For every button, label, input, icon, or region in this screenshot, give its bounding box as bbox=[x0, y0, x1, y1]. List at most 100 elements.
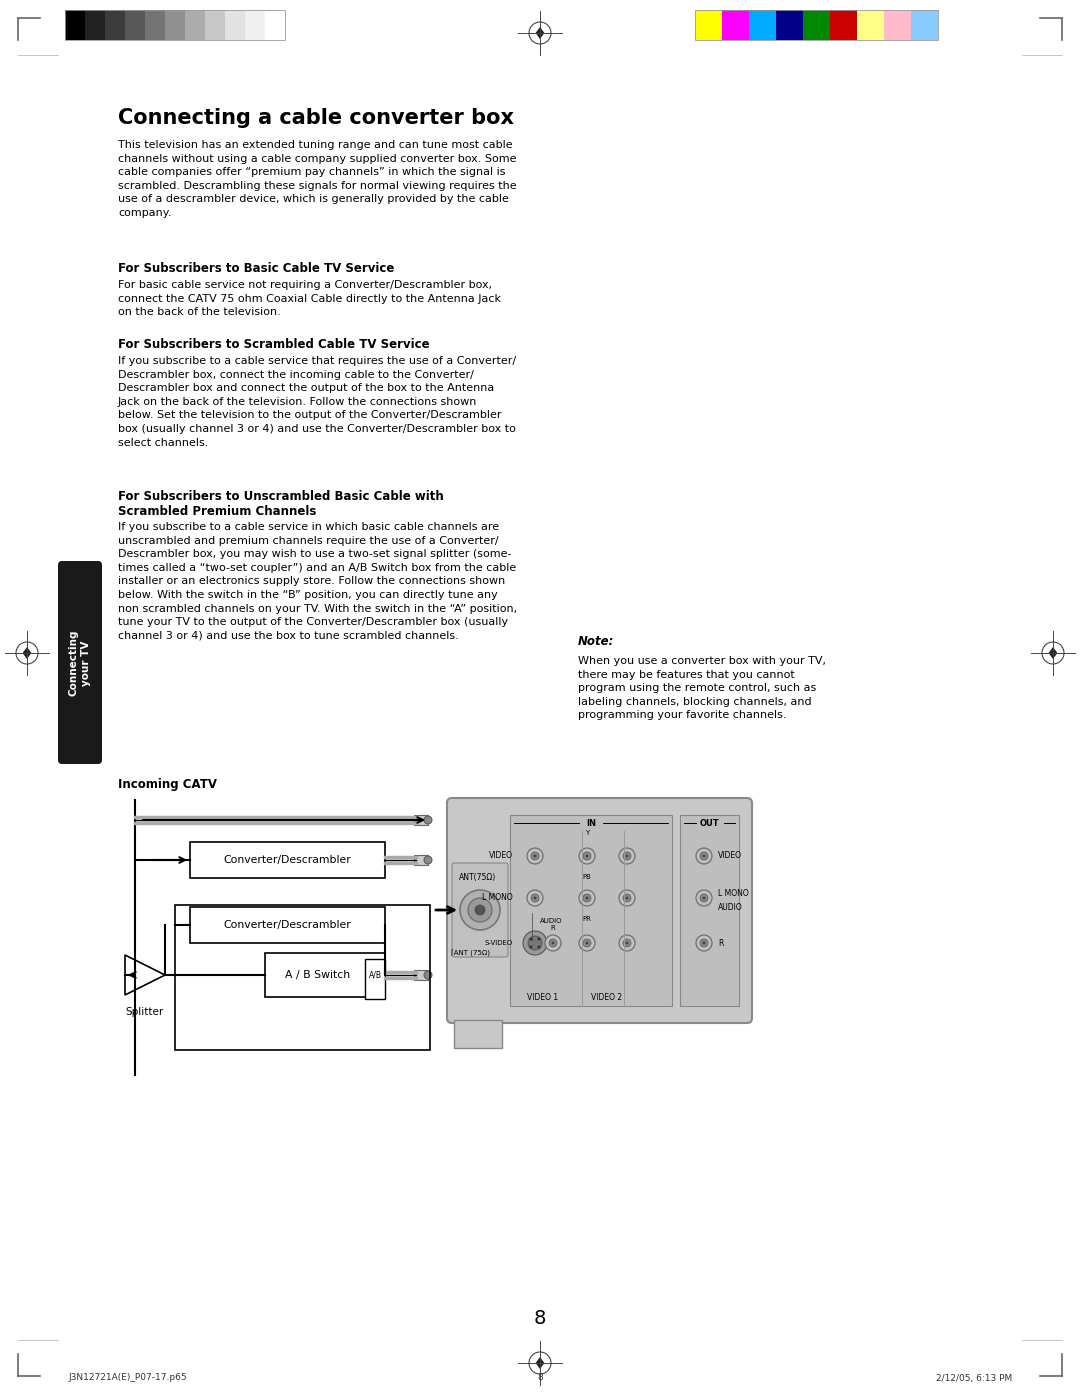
Text: AUDIO: AUDIO bbox=[718, 903, 743, 913]
Circle shape bbox=[583, 894, 591, 902]
Bar bbox=[680, 815, 739, 1006]
Circle shape bbox=[523, 931, 546, 955]
Bar bbox=[696, 10, 723, 40]
Circle shape bbox=[528, 935, 542, 949]
Text: Y: Y bbox=[585, 829, 589, 836]
Text: For Subscribers to Basic Cable TV Service: For Subscribers to Basic Cable TV Servic… bbox=[118, 262, 394, 275]
Text: R: R bbox=[551, 926, 555, 931]
Circle shape bbox=[579, 935, 595, 951]
Text: Converter/Descrambler: Converter/Descrambler bbox=[224, 920, 351, 930]
Bar bbox=[65, 10, 85, 40]
Polygon shape bbox=[1049, 647, 1057, 659]
Text: When you use a converter box with your TV,
there may be features that you cannot: When you use a converter box with your T… bbox=[578, 657, 826, 721]
Bar bbox=[245, 10, 265, 40]
Circle shape bbox=[585, 896, 589, 899]
Text: VIDEO: VIDEO bbox=[489, 852, 513, 860]
Bar bbox=[125, 10, 145, 40]
Circle shape bbox=[583, 940, 591, 947]
Bar bbox=[190, 842, 384, 878]
Circle shape bbox=[529, 945, 532, 948]
Text: For Subscribers to Unscrambled Basic Cable with
Scrambled Premium Channels: For Subscribers to Unscrambled Basic Cab… bbox=[118, 491, 444, 519]
Bar bbox=[85, 10, 105, 40]
FancyBboxPatch shape bbox=[453, 863, 508, 958]
Circle shape bbox=[619, 935, 635, 951]
Bar bbox=[175, 905, 430, 1050]
Circle shape bbox=[703, 855, 705, 857]
Circle shape bbox=[703, 896, 705, 899]
Circle shape bbox=[534, 896, 537, 899]
Text: L MONO: L MONO bbox=[718, 888, 748, 898]
Bar bbox=[105, 10, 125, 40]
Text: IN: IN bbox=[586, 818, 596, 828]
Circle shape bbox=[696, 889, 712, 906]
Circle shape bbox=[585, 855, 589, 857]
Text: 2/12/05, 6:13 PM: 2/12/05, 6:13 PM bbox=[935, 1373, 1012, 1383]
Bar bbox=[696, 10, 939, 40]
Circle shape bbox=[424, 972, 432, 979]
Bar bbox=[265, 953, 384, 997]
Text: VIDEO 2: VIDEO 2 bbox=[592, 994, 622, 1002]
Text: PR: PR bbox=[582, 916, 592, 921]
Circle shape bbox=[585, 941, 589, 945]
Text: Splitter: Splitter bbox=[126, 1006, 164, 1018]
Bar bbox=[205, 10, 225, 40]
Circle shape bbox=[424, 856, 432, 864]
Circle shape bbox=[468, 898, 492, 921]
Text: J3N12721A(E)_P07-17.p65: J3N12721A(E)_P07-17.p65 bbox=[68, 1373, 187, 1383]
Bar bbox=[510, 815, 672, 1006]
Text: 8: 8 bbox=[537, 1373, 543, 1383]
Circle shape bbox=[625, 855, 629, 857]
Bar bbox=[365, 959, 384, 999]
Text: VIDEO 1: VIDEO 1 bbox=[527, 994, 558, 1002]
Text: OUT: OUT bbox=[700, 818, 719, 828]
Text: VIDEO: VIDEO bbox=[718, 852, 742, 860]
Circle shape bbox=[552, 941, 554, 945]
FancyBboxPatch shape bbox=[447, 797, 752, 1023]
Circle shape bbox=[538, 945, 540, 948]
Circle shape bbox=[696, 848, 712, 864]
Text: If you subscribe to a cable service in which basic cable channels are
unscramble: If you subscribe to a cable service in w… bbox=[118, 521, 517, 641]
Polygon shape bbox=[454, 1020, 502, 1048]
Circle shape bbox=[623, 894, 631, 902]
Bar bbox=[831, 10, 858, 40]
Bar bbox=[145, 10, 165, 40]
Text: If you subscribe to a cable service that requires the use of a Converter/
Descra: If you subscribe to a cable service that… bbox=[118, 355, 516, 447]
Bar bbox=[414, 815, 428, 825]
Bar bbox=[777, 10, 804, 40]
Circle shape bbox=[625, 941, 629, 945]
Circle shape bbox=[625, 896, 629, 899]
Text: Note:: Note: bbox=[578, 636, 615, 648]
Bar bbox=[750, 10, 777, 40]
Circle shape bbox=[460, 889, 500, 930]
Circle shape bbox=[583, 852, 591, 860]
Bar bbox=[185, 10, 205, 40]
Text: PB: PB bbox=[582, 874, 592, 880]
Text: AUDIO: AUDIO bbox=[540, 919, 563, 924]
Text: ANT(75Ω): ANT(75Ω) bbox=[459, 873, 497, 882]
Text: A / B Switch: A / B Switch bbox=[285, 970, 351, 980]
Bar bbox=[165, 10, 185, 40]
Text: For Subscribers to Scrambled Cable TV Service: For Subscribers to Scrambled Cable TV Se… bbox=[118, 337, 430, 351]
Bar bbox=[723, 10, 750, 40]
Circle shape bbox=[545, 935, 561, 951]
Polygon shape bbox=[125, 955, 165, 995]
Circle shape bbox=[549, 940, 557, 947]
Text: Connecting
your TV: Connecting your TV bbox=[69, 630, 91, 696]
Text: For basic cable service not requiring a Converter/Descrambler box,
connect the C: For basic cable service not requiring a … bbox=[118, 280, 501, 318]
Polygon shape bbox=[536, 26, 544, 39]
Bar bbox=[414, 970, 428, 980]
Circle shape bbox=[700, 852, 708, 860]
Bar bbox=[804, 10, 831, 40]
Circle shape bbox=[696, 935, 712, 951]
Circle shape bbox=[623, 940, 631, 947]
Text: 8: 8 bbox=[534, 1309, 546, 1327]
Text: R: R bbox=[718, 938, 724, 948]
Circle shape bbox=[531, 894, 539, 902]
Text: Connecting a cable converter box: Connecting a cable converter box bbox=[118, 107, 514, 128]
Bar bbox=[912, 10, 939, 40]
Polygon shape bbox=[536, 1356, 544, 1369]
Polygon shape bbox=[23, 647, 31, 659]
Circle shape bbox=[619, 848, 635, 864]
Circle shape bbox=[424, 815, 432, 824]
Text: This television has an extended tuning range and can tune most cable
channels wi: This television has an extended tuning r… bbox=[118, 139, 516, 217]
